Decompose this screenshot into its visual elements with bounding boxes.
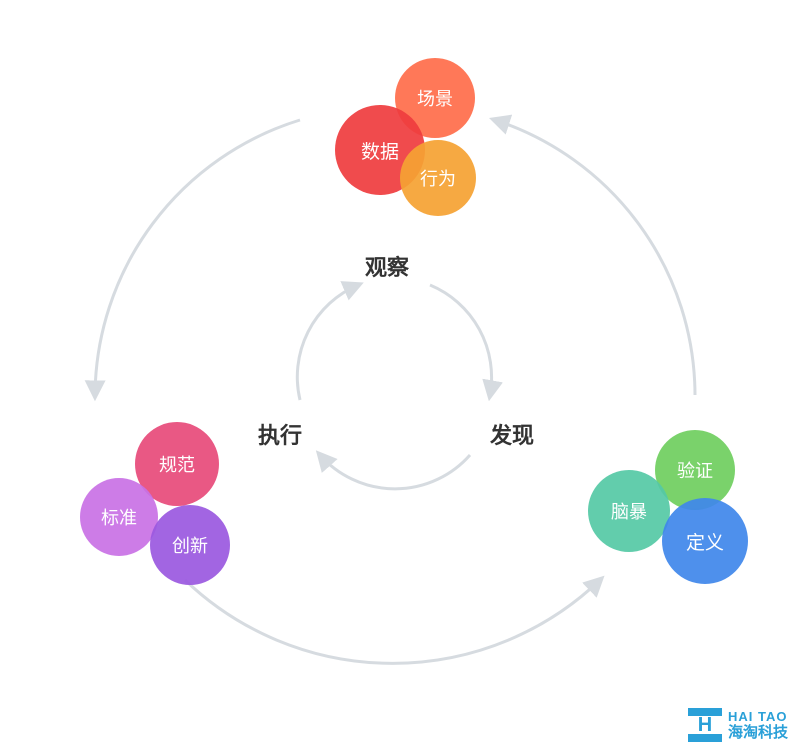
brand-logo-text: HAI TAO 海淘科技	[728, 710, 788, 740]
bubble-innovate: 创新	[150, 505, 230, 585]
brand-logo-mark: H	[688, 708, 722, 742]
brand-logo: H HAI TAO 海淘科技	[688, 708, 788, 742]
bubble-define: 定义	[662, 498, 748, 584]
inner-label-top: 观察	[365, 250, 409, 282]
diagram-stage: 观察 发现 执行 场景 数据 行为 验证 脑暴 定义 规范 标准 创新 H HA…	[0, 0, 800, 752]
inner-label-left: 执行	[258, 418, 302, 450]
bubble-behavior: 行为	[400, 140, 476, 216]
inner-label-right: 发现	[490, 418, 534, 450]
bubble-brainstorm: 脑暴	[588, 470, 670, 552]
brand-logo-cn: 海淘科技	[728, 725, 788, 740]
brand-logo-en: HAI TAO	[728, 710, 788, 723]
bubble-standard: 标准	[80, 478, 158, 556]
brand-logo-h-icon: H	[694, 714, 716, 736]
